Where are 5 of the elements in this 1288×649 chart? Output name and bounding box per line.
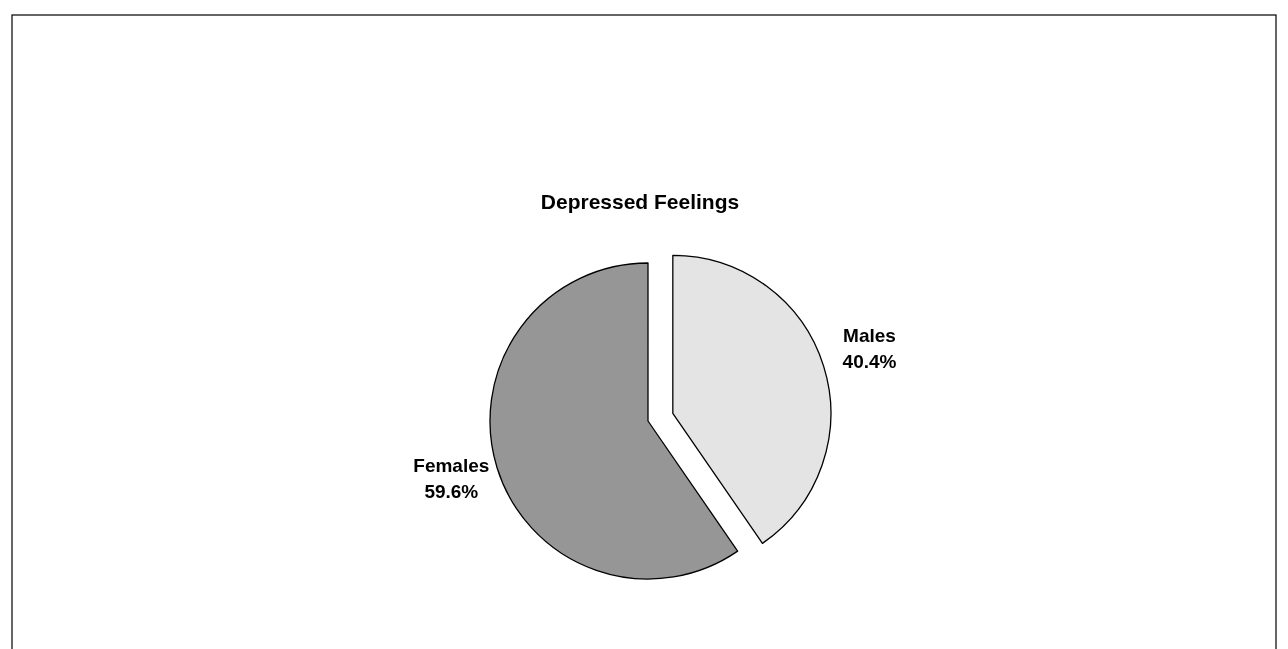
slice-label: Females (413, 455, 490, 477)
data-label: 59.6% (424, 481, 479, 503)
data-label: 40.4% (842, 351, 897, 373)
slice-label: Males (843, 325, 896, 347)
chart-title: Depressed Feelings (540, 190, 740, 213)
